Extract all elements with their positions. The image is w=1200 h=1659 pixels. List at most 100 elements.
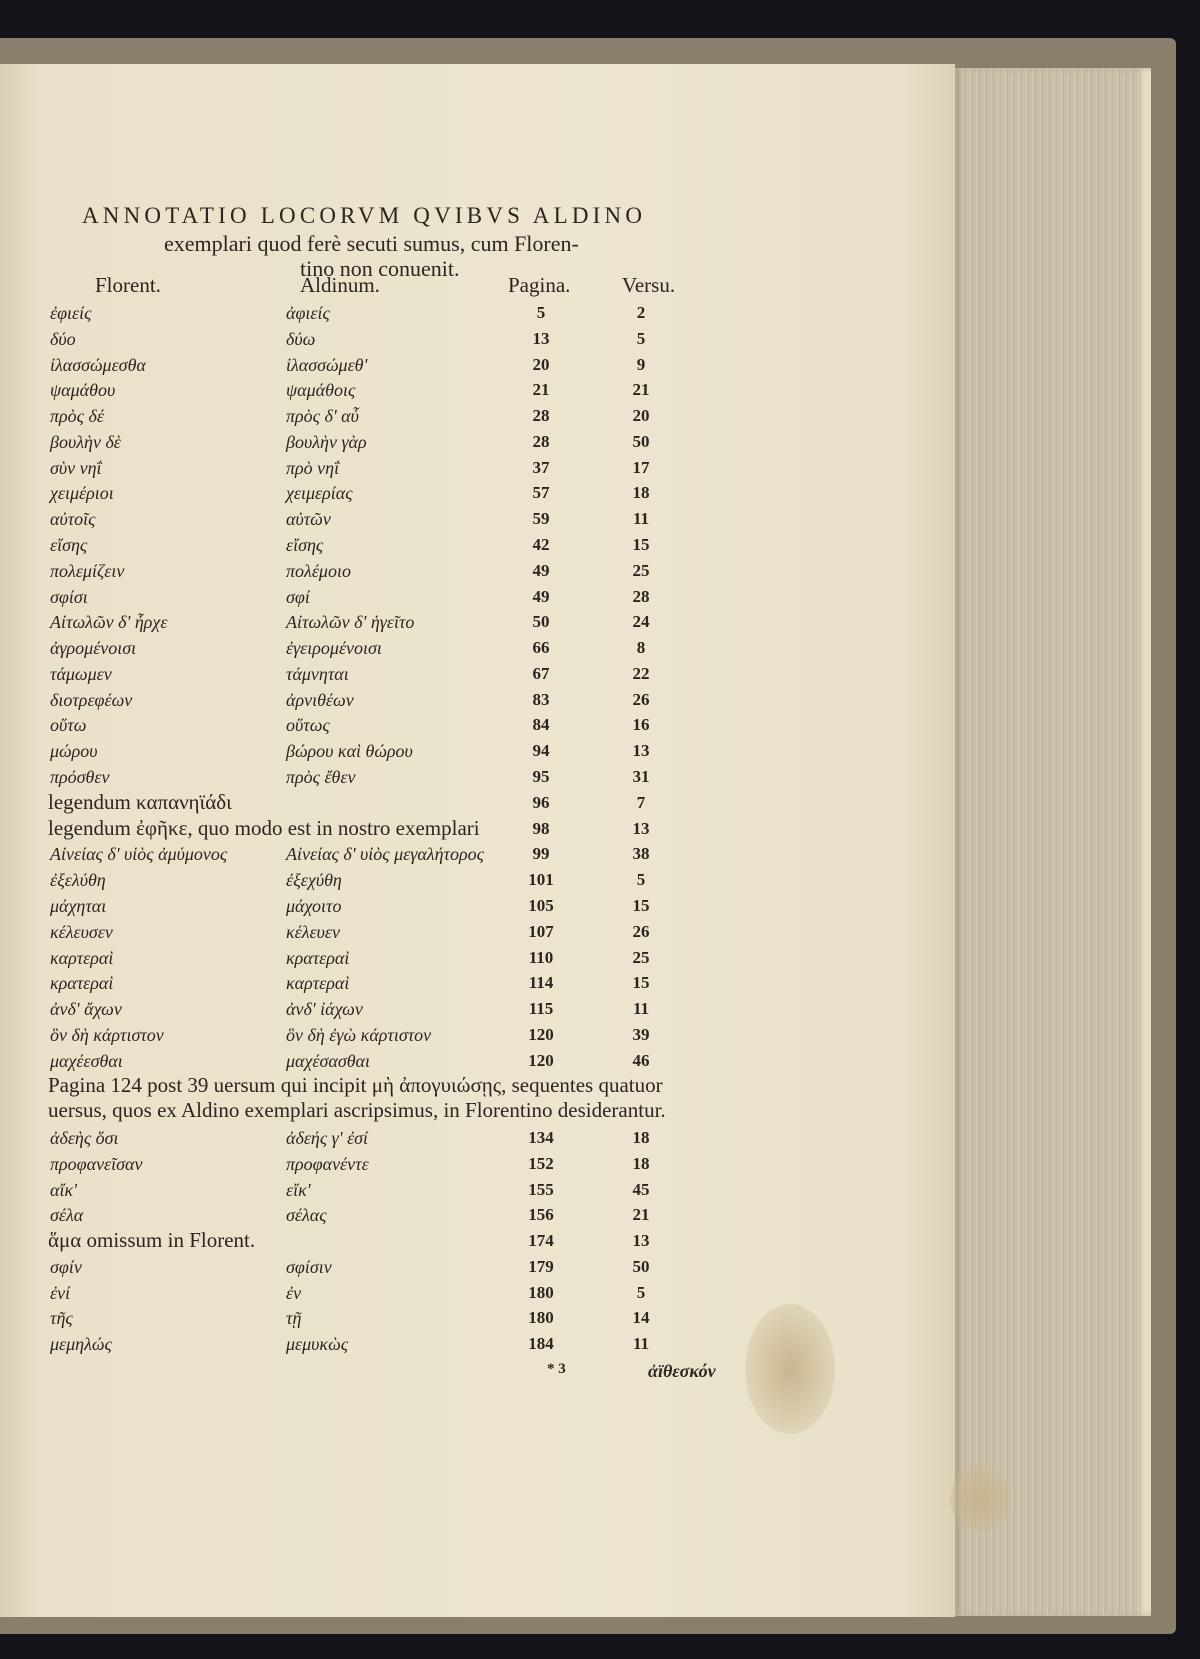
aldinum-reading: πρὸς δ' αὖ <box>286 406 359 427</box>
verse-number: 5 <box>636 328 646 348</box>
table-row: εἴσης εἴσης 42 15 <box>0 533 955 559</box>
florent-reading: ἀνδ' ἄχων <box>50 999 122 1020</box>
verse-number: 2 <box>636 303 646 322</box>
florent-reading: εἴσης <box>50 535 88 556</box>
table-row: κέλευσεν κέλευεν 107 26 <box>0 920 955 946</box>
table-row: μώρου βώρου καὶ θώρου 94 13 <box>0 739 955 765</box>
page-number: 110 <box>528 947 554 967</box>
verse-number: 11 <box>632 999 650 1019</box>
aldinum-reading: δύω <box>286 328 316 349</box>
table-row: χειμέριοι χειμερίας 57 18 <box>0 481 955 507</box>
aldinum-reading: προφανέντε <box>286 1153 369 1174</box>
table-row: legendum καπανηϊάδι 96 7 <box>0 791 955 817</box>
florent-reading: πρὸς δέ <box>50 406 104 427</box>
verse-number: 17 <box>632 457 650 477</box>
aldinum-reading: ἐξεχύθη <box>286 870 342 891</box>
page-number: 120 <box>528 1050 554 1070</box>
page-number: 84 <box>532 715 550 735</box>
florent-reading: τάμωμεν <box>50 663 112 684</box>
verse-number: 15 <box>632 535 650 555</box>
page-number: 95 <box>532 767 550 787</box>
florent-reading: αὐτοῖς <box>50 509 96 530</box>
page-number: 28 <box>532 406 550 426</box>
row-note: legendum καπανηϊάδι <box>48 789 232 814</box>
aldinum-reading: βουλὴν γὰρ <box>286 431 367 452</box>
verse-number: 21 <box>632 1205 650 1225</box>
verse-number: 18 <box>632 1153 650 1173</box>
column-header-aldinum: Aldinum. <box>300 273 380 297</box>
aldinum-reading: εἴσης <box>286 535 324 556</box>
florent-reading: μάχηται <box>50 895 107 916</box>
verse-number: 16 <box>632 715 650 735</box>
verse-number: 11 <box>632 1334 650 1354</box>
page-number: 180 <box>528 1308 554 1328</box>
page-number: 20 <box>532 354 550 374</box>
page-number: 105 <box>528 895 554 915</box>
aldinum-reading: Αἰνείας δ' υἱὸς μεγαλήτορος <box>286 844 484 865</box>
page-number: 83 <box>532 689 550 709</box>
verse-number: 31 <box>632 767 650 787</box>
page-number: 66 <box>532 638 550 658</box>
verse-number: 9 <box>636 354 646 374</box>
florent-reading: προφανεῖσαν <box>50 1153 143 1174</box>
florent-reading: σέλα <box>50 1205 84 1226</box>
page-number: 13 <box>532 328 550 348</box>
verse-number: 45 <box>632 1179 650 1199</box>
florent-reading: οὕτω <box>50 715 87 736</box>
aldinum-reading: ἐγειρομένοισι <box>286 638 382 659</box>
page-number: 184 <box>528 1334 554 1354</box>
page-number: 99 <box>532 844 550 864</box>
page-number: 49 <box>532 586 550 606</box>
table-row: σφίν σφίσιν 179 50 <box>0 1255 955 1281</box>
verse-number: 11 <box>632 509 650 529</box>
aldinum-reading: Αἰτωλῶν δ' ἡγεῖτο <box>286 612 415 633</box>
page-number: 180 <box>528 1282 554 1302</box>
page-number: 98 <box>532 818 550 838</box>
aldinum-reading: χειμερίας <box>286 483 353 504</box>
verse-number: 25 <box>632 560 650 580</box>
florent-reading: ἱλασσώμεσθα <box>50 354 146 375</box>
florent-reading: κέλευσεν <box>50 921 113 942</box>
table-row: πολεμίζειν πολέμοιο 49 25 <box>0 559 955 585</box>
page-number: 174 <box>528 1231 554 1251</box>
florent-reading: βουλὴν δὲ <box>50 431 121 452</box>
table-row: σφίσι σφί 49 28 <box>0 585 955 611</box>
aldinum-reading: ἱλασσώμεθ' <box>286 354 368 375</box>
table-row: οὕτω οὕτως 84 16 <box>0 713 955 739</box>
heading-line-2: exemplari quod ferè secuti sumus, cum Fl… <box>164 231 579 256</box>
page-number: 114 <box>528 973 554 993</box>
aldinum-reading: πρὸ νηΐ <box>286 457 340 478</box>
table-row: ἀνδ' ἄχων ἀνδ' ἰάχων 115 11 <box>0 997 955 1023</box>
table-row: legendum ἐφῆκε, quo modo est in nostro e… <box>0 817 955 843</box>
florent-reading: Αἰνείας δ' υἱὸς ἀμύμονος <box>50 844 228 865</box>
book-page <box>0 64 1010 1617</box>
florent-reading: ἀδεὴς ὅσι <box>50 1127 119 1148</box>
page-number: 107 <box>528 921 554 941</box>
florent-reading: χειμέριοι <box>50 483 114 504</box>
table-row: μεμηλώς μεμυκὼς 184 11 <box>0 1332 955 1358</box>
table-row: τῆς τῇ 180 14 <box>0 1306 955 1332</box>
aldinum-reading: ἀδεής γ' ἐσί <box>286 1127 369 1148</box>
foxing-stain <box>950 1464 1010 1534</box>
florent-reading: πολεμίζειν <box>50 560 125 581</box>
table-row: Αἰτωλῶν δ' ἦρχε Αἰτωλῶν δ' ἡγεῖτο 50 24 <box>0 610 955 636</box>
page-number: 42 <box>532 535 550 555</box>
aldinum-reading: μάχοιτο <box>286 895 342 916</box>
note-paragraph-line-1: Pagina 124 post 39 uersum qui incipit μὴ… <box>48 1073 663 1097</box>
table-row: σὺν νηΐ πρὸ νηΐ 37 17 <box>0 456 955 482</box>
note-paragraph-line-2: uersus, quos ex Aldino exemplari ascrips… <box>48 1098 666 1122</box>
aldinum-reading: τῇ <box>286 1308 302 1329</box>
aldinum-reading: σφίσιν <box>286 1256 332 1277</box>
aldinum-reading: βώρου καὶ θώρου <box>286 741 413 762</box>
table-row: ἀδεὴς ὅσι ἀδεής γ' ἐσί 134 18 <box>0 1126 955 1152</box>
aldinum-reading: εἴκ' <box>286 1179 311 1200</box>
florent-reading: ψαμάθου <box>50 380 116 401</box>
signature-mark: * 3 <box>547 1361 566 1377</box>
aldinum-reading: μεμυκὼς <box>286 1334 349 1355</box>
verse-number: 15 <box>632 895 650 915</box>
table-row: σέλα σέλας 156 21 <box>0 1203 955 1229</box>
aldinum-reading: σέλας <box>286 1205 327 1226</box>
verse-number: 50 <box>632 431 650 451</box>
aldinum-reading: σφί <box>286 586 310 607</box>
verse-number: 13 <box>632 818 650 838</box>
